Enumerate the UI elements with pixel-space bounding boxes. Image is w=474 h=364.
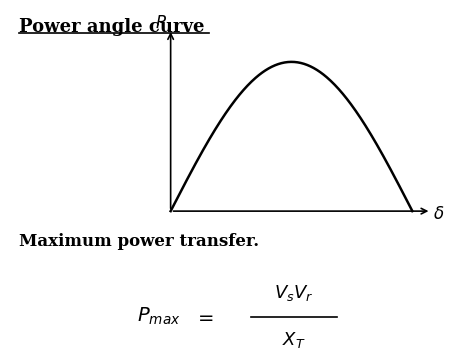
- Text: $P_{max}$: $P_{max}$: [137, 306, 180, 327]
- Text: $V_s V_r$: $V_s V_r$: [274, 283, 314, 303]
- Text: Maximum power transfer.: Maximum power transfer.: [19, 233, 259, 250]
- Text: $X_T$: $X_T$: [282, 331, 306, 350]
- Text: Power angle curve: Power angle curve: [19, 18, 204, 36]
- Text: $=$: $=$: [194, 308, 215, 326]
- Text: $P$: $P$: [155, 15, 167, 32]
- Text: $\delta$: $\delta$: [433, 206, 444, 223]
